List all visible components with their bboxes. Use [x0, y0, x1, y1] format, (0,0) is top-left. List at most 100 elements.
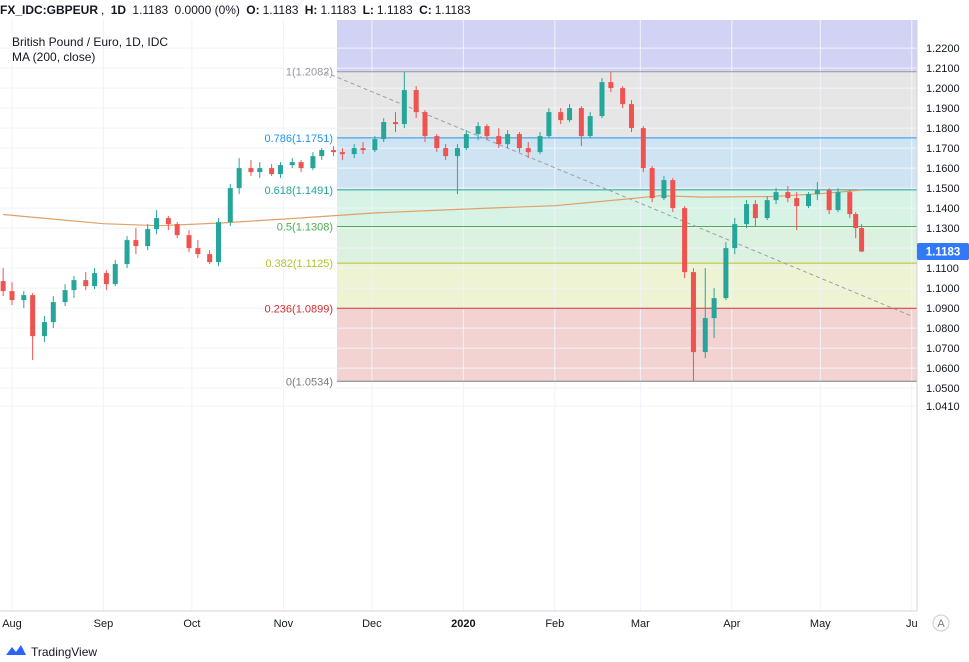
- candle: [475, 122, 481, 141]
- candle: [269, 164, 275, 177]
- price-tick-label: 1.1600: [926, 163, 960, 175]
- candle: [496, 128, 502, 149]
- time-axis[interactable]: Aug Sep Oct Nov Dec 2020 Feb Mar Apr May Ju: [2, 618, 917, 630]
- candle-body: [463, 134, 469, 149]
- candle-body: [859, 228, 865, 252]
- open-label: O:: [246, 3, 260, 17]
- candle-body: [216, 222, 221, 263]
- price-tick-label: 1.0700: [926, 343, 960, 355]
- auto-scale-button[interactable]: A: [932, 614, 950, 632]
- price-tick-label: 1.2100: [926, 63, 960, 75]
- last-price-value: 1.1183: [132, 3, 169, 17]
- candle: [310, 152, 316, 171]
- candle-body: [785, 192, 791, 199]
- candle-body: [207, 254, 213, 263]
- candle: [537, 132, 543, 155]
- candle: [764, 196, 770, 221]
- candle: [773, 188, 779, 205]
- candle: [434, 134, 440, 153]
- price-tick-label: 1.1400: [926, 203, 960, 215]
- candle: [236, 158, 242, 195]
- candle-body: [567, 108, 573, 121]
- candle-body: [516, 134, 522, 149]
- candle-body: [112, 264, 118, 285]
- candle-body: [248, 168, 254, 173]
- candle: [124, 236, 130, 269]
- chart-legend-indicator[interactable]: MA (200, close): [12, 50, 95, 64]
- candle: [723, 242, 729, 301]
- fib-label-0.382: 0.382(1.1125): [265, 258, 333, 270]
- candle: [331, 146, 337, 157]
- candle-body: [505, 134, 511, 145]
- candle-body: [682, 208, 688, 273]
- symbol-name[interactable]: FX_IDC:GBPEUR: [0, 3, 99, 17]
- candle-body: [298, 162, 304, 169]
- fib-band-0.618: [337, 137, 917, 190]
- candle-body: [525, 148, 531, 153]
- candle-body: [145, 229, 151, 247]
- candle-body: [670, 180, 676, 209]
- candle-body: [30, 295, 36, 337]
- candle-body: [393, 122, 398, 125]
- candle-body: [620, 88, 626, 105]
- candle-body: [764, 200, 770, 219]
- candle: [103, 270, 109, 291]
- candle-body: [413, 90, 419, 113]
- last-price-label: 1.1183: [926, 247, 961, 259]
- candle: [702, 268, 708, 359]
- candle: [9, 282, 15, 306]
- price-tick-label: 1.1800: [926, 123, 960, 135]
- candle: [484, 124, 490, 141]
- candle-body: [372, 139, 378, 151]
- candle: [732, 218, 738, 255]
- low-label: L:: [362, 3, 374, 17]
- candle-body: [277, 165, 283, 175]
- price-axis[interactable]: 1.2200 1.2100 1.2000 1.1900 1.1800 1.1700 1.16…: [926, 43, 960, 413]
- candle-body: [629, 104, 634, 129]
- candle-body: [124, 240, 130, 265]
- candle: [629, 100, 634, 133]
- candle-body: [83, 280, 89, 287]
- candle: [443, 144, 449, 161]
- candle: [133, 228, 139, 255]
- fib-label-0.5: 0.5(1.1308): [277, 222, 333, 234]
- price-tick-label: 1.1700: [926, 143, 960, 155]
- candle-body: [702, 318, 708, 353]
- time-tick-label: Mar: [631, 618, 650, 630]
- price-chart[interactable]: 1(1.2082) 0.786(1.1751) 0.618(1.1491) 0.5(1…: [0, 20, 969, 643]
- fib-label-0.618: 0.618(1.1491): [265, 185, 334, 197]
- candle: [339, 148, 345, 161]
- price-tick-label: 1.1100: [926, 263, 959, 275]
- candle-body: [454, 148, 460, 157]
- candle-body: [723, 248, 729, 299]
- candle-body: [103, 273, 109, 285]
- candle: [599, 78, 605, 119]
- candle: [71, 276, 77, 299]
- price-tick-label: 1.2200: [926, 43, 960, 55]
- candle: [835, 188, 841, 213]
- candle-body: [165, 218, 171, 225]
- candle: [608, 72, 614, 93]
- candle: [393, 112, 398, 133]
- candle: [227, 184, 233, 227]
- candle-body: [236, 168, 242, 189]
- price-tick-label: 1.0900: [926, 303, 960, 315]
- candle-body: [195, 248, 201, 255]
- candle: [806, 192, 811, 209]
- footer-branding[interactable]: TradingView: [0, 643, 300, 662]
- chart-legend-title: British Pound / Euro, 1D, IDC: [12, 35, 168, 49]
- candle-body: [578, 108, 584, 137]
- candle-body: [794, 198, 800, 207]
- price-tick-label: 1.1500: [926, 183, 960, 195]
- interval-label[interactable]: 1D: [110, 3, 127, 17]
- fib-label-0.236: 0.236(1.0899): [265, 303, 334, 315]
- fib-band-0: [337, 308, 917, 382]
- candle: [794, 192, 800, 231]
- candle: [195, 240, 201, 259]
- candle: [289, 158, 295, 169]
- candle-body: [174, 224, 180, 236]
- candle-body: [599, 82, 605, 117]
- candle: [207, 250, 213, 265]
- candle: [567, 104, 573, 123]
- candle: [381, 118, 387, 143]
